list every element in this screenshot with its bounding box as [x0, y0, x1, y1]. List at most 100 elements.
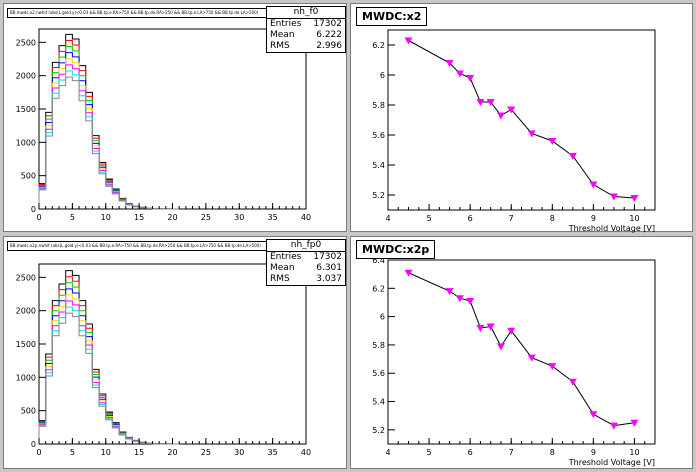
graph-point	[527, 354, 536, 362]
stats-row-mean: Mean 6.301	[270, 263, 342, 273]
stats-title: nh_fp0	[267, 240, 345, 252]
histogram-x2-plot: 0 5 10 15 20 25 30 35 40 0 500 1000 1500 2000 2500	[16, 28, 311, 222]
x-tick-label: 10	[101, 213, 111, 222]
y-tick-label: 5.6	[372, 131, 385, 140]
graph-point	[455, 295, 464, 303]
x-tick-label: 7	[509, 214, 514, 223]
histogram-series-5	[38, 64, 180, 210]
x-tick-label: 40	[301, 448, 311, 457]
graph-point	[630, 195, 639, 202]
stats-row-entries: Entries 17302	[270, 252, 342, 262]
graph-point	[527, 130, 536, 138]
y-tick-label: 0	[31, 440, 36, 449]
histogram-bin	[59, 284, 66, 444]
graph-point	[486, 99, 495, 106]
x-tick-label: 6	[468, 214, 473, 223]
stats-row-rms: RMS 2.996	[270, 41, 342, 51]
x-tick-label: 40	[301, 213, 311, 222]
y-tick-label: 1000	[16, 373, 36, 382]
y-tick-label: 2500	[16, 38, 36, 47]
graph-x2p-plot: 4 5 6 7 8 9 10 5.2 5.4 5.6 5.8 6 6.2 6.4 Threshold Vol…	[372, 256, 656, 467]
graph-point	[630, 419, 639, 427]
x-tick-label: 0	[36, 213, 41, 222]
histogram-bin	[86, 92, 93, 209]
stats-title: nh_f0	[267, 7, 345, 19]
cut-text: BB.mwdc.x2.nwhit (abs(L.gold.y)<0.03 && …	[10, 10, 259, 15]
x-tick-label: 15	[134, 213, 144, 222]
histogram-bin	[46, 112, 53, 209]
graph-point	[455, 70, 464, 78]
x-tick-label: 6	[468, 448, 473, 457]
y-tick-label: 5.6	[372, 369, 385, 378]
histogram-series-6	[38, 70, 180, 210]
x-tick-label: 25	[201, 448, 211, 457]
graph-point	[568, 378, 577, 386]
graph-point	[609, 193, 618, 201]
graph-point	[466, 298, 475, 306]
x-tick-label: 8	[550, 448, 555, 457]
histogram-bin	[52, 62, 59, 209]
cut-text: BB.mwdc.x2p.nwhit (abs(L.gold.y)<0.03 &&…	[10, 243, 261, 248]
y-tick-label: 6	[380, 313, 385, 322]
graph-pad-x2p: 4 5 6 7 8 9 10 5.2 5.4 5.6 5.8 6 6.2 6.4 Threshold Vol…	[350, 236, 693, 469]
y-tick-label: 6.2	[372, 284, 385, 293]
graph-point	[496, 343, 505, 351]
graph-point	[404, 269, 413, 277]
plot-frame	[387, 29, 656, 211]
graph-point	[445, 288, 454, 296]
x-tick-label: 0	[36, 448, 41, 457]
x-axis-label: Threshold Voltage [V]	[568, 458, 655, 467]
y-tick-label: 6.2	[372, 41, 385, 50]
histogram-bin	[86, 324, 93, 444]
graph-point	[507, 106, 516, 114]
y-tick-label: 2000	[16, 72, 36, 81]
x-tick-label: 35	[268, 448, 278, 457]
stats-box: nh_f0 Entries 17302 Mean 6.222 RMS 2.996	[266, 6, 346, 53]
x-tick-label: 5	[70, 213, 75, 222]
y-tick-label: 5.2	[372, 191, 385, 200]
y-tick-label: 5.8	[372, 341, 385, 350]
histogram-bin	[72, 275, 79, 444]
graph-line	[408, 272, 635, 427]
histogram-bin	[66, 271, 73, 444]
graph-point	[589, 181, 598, 189]
x-tick-label: 25	[201, 213, 211, 222]
histogram-series-5	[38, 300, 180, 445]
y-tick-label: 5.8	[372, 101, 385, 110]
x-tick-label: 5	[427, 214, 432, 223]
graph-point	[466, 75, 475, 82]
histogram-bin	[79, 301, 86, 444]
x-tick-label: 9	[591, 214, 596, 223]
x-tick-label: 8	[550, 214, 555, 223]
x-tick-label: 4	[385, 448, 390, 457]
graph-point	[507, 327, 516, 335]
y-tick-label: 5.4	[372, 398, 385, 407]
histogram-pad-x2p: 0 5 10 15 20 25 30 35 40 0 500 1000 1500 2000 2500 BB.…	[3, 236, 347, 469]
histogram-series-7	[38, 312, 180, 445]
y-tick-label: 500	[21, 172, 36, 181]
stats-row-entries: Entries 17302	[270, 19, 342, 29]
x-tick-label: 30	[234, 213, 244, 222]
x-tick-label: 30	[234, 448, 244, 457]
histogram-cut-label: BB.mwdc.x2.nwhit (abs(L.gold.y)<0.03 && …	[7, 8, 269, 18]
x-tick-label: 9	[591, 448, 596, 457]
y-tick-label: 6	[380, 71, 385, 80]
y-tick-label: 2000	[16, 307, 36, 316]
histogram-bin	[59, 46, 66, 209]
x-tick-label: 20	[167, 213, 177, 222]
y-tick-label: 5.2	[372, 426, 385, 435]
graph-point	[404, 37, 413, 45]
histogram-bin	[92, 369, 99, 444]
x-tick-label: 5	[70, 448, 75, 457]
stats-row-mean: Mean 6.222	[270, 30, 342, 40]
graph-point	[548, 363, 557, 371]
graph-point	[548, 138, 557, 145]
graph-title: MWDC:x2	[356, 7, 428, 26]
x-tick-label: 7	[509, 448, 514, 457]
histogram-series-6	[38, 306, 180, 445]
x-tick-label: 10	[101, 448, 111, 457]
graph-point	[445, 60, 454, 67]
graph-point	[568, 153, 577, 160]
graph-point	[476, 99, 485, 106]
y-tick-label: 2500	[16, 273, 36, 282]
